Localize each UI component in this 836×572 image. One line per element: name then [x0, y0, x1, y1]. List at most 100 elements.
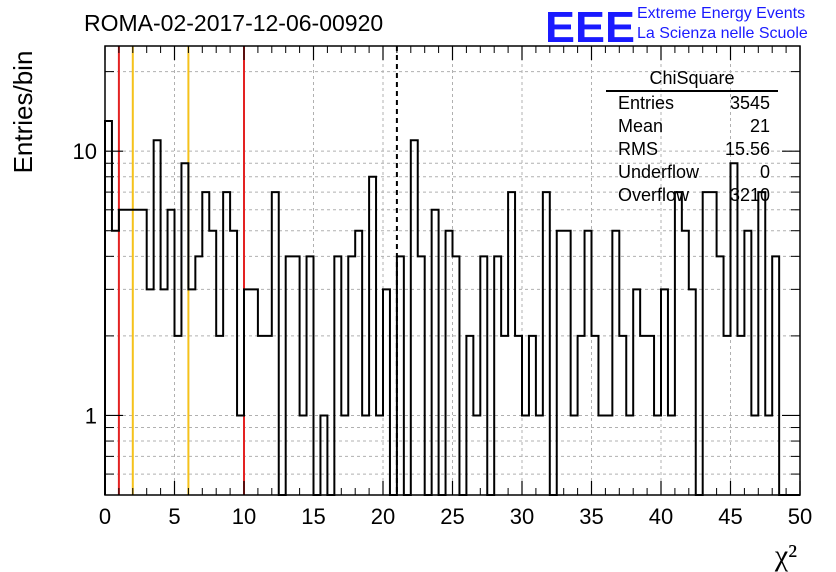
grid-layer	[105, 46, 800, 495]
stats-row-overflow: Overflow 3210	[606, 184, 778, 207]
histogram-bin	[286, 256, 293, 495]
histogram-bin	[772, 256, 779, 495]
histogram-bin	[237, 415, 244, 495]
histogram-bin	[522, 415, 529, 495]
histogram-bin	[411, 140, 418, 495]
histogram-bin	[689, 289, 696, 495]
histogram-bin	[397, 256, 404, 495]
histogram-bin	[598, 415, 605, 495]
histogram-bin	[612, 231, 619, 495]
histogram-bin	[758, 192, 765, 495]
histogram-bin	[293, 256, 300, 495]
histogram-bin	[112, 231, 119, 495]
x-tick-label: 10	[232, 504, 256, 529]
histogram-bin	[133, 210, 140, 495]
histogram-series	[104, 120, 800, 496]
histogram-bin	[272, 192, 279, 495]
histogram-bin	[564, 231, 571, 495]
histogram-bin	[647, 336, 654, 495]
histogram-bin	[536, 415, 543, 495]
stats-row-entries: Entries 3545	[606, 92, 778, 115]
histogram-bin	[446, 231, 453, 495]
run-title: ROMA-02-2017-12-06-00920	[84, 10, 384, 36]
histogram-bin	[209, 231, 216, 495]
stats-label: Overflow	[618, 185, 690, 205]
histogram-bin	[181, 163, 188, 495]
histogram-bin	[230, 231, 237, 495]
histogram-bin	[654, 415, 661, 495]
histogram-bin	[202, 192, 209, 495]
histogram-bin	[466, 336, 473, 495]
x-tick-label: 5	[168, 504, 180, 529]
histogram-bin	[731, 163, 738, 495]
eee-logo: EEE	[545, 4, 635, 46]
histogram-bin	[453, 256, 460, 495]
histogram-bin	[751, 415, 758, 495]
histogram-bin	[126, 210, 133, 495]
histogram-bin	[473, 415, 480, 495]
stats-value: 15.56	[724, 139, 770, 159]
histogram-bin	[418, 256, 425, 495]
histogram-bin	[223, 192, 230, 495]
histogram-bin	[188, 289, 195, 495]
x-axis-label: χ²	[774, 539, 797, 572]
histogram-bin	[724, 336, 731, 495]
histogram-bin	[571, 415, 578, 495]
histogram-bin	[362, 415, 369, 495]
stats-label: Mean	[618, 116, 664, 136]
stats-row-underflow: Underflow 0	[606, 161, 778, 184]
y-axis-label: Entries/bin	[8, 51, 38, 174]
y-tick-label: 1	[85, 403, 97, 428]
histogram-bin	[765, 415, 772, 495]
stats-row-mean: Mean 21	[606, 115, 778, 138]
tick-labels: 0 5 10 15 20 25 30 35 40 45 50 1 10	[73, 139, 813, 529]
histogram-bin	[508, 192, 515, 495]
stats-box: ChiSquare Entries 3545 Mean 21 RMS 15.56…	[606, 66, 778, 206]
stats-row-rms: RMS 15.56	[606, 138, 778, 161]
histogram-bin	[710, 192, 717, 495]
x-tick-label: 0	[99, 504, 111, 529]
brand-line-2: La Scienza nelle Scuole	[637, 25, 808, 42]
stats-label: RMS	[618, 139, 658, 159]
histogram-bin	[640, 336, 647, 495]
histogram-bin	[703, 192, 710, 495]
x-tick-label: 15	[301, 504, 325, 529]
histogram-bin	[605, 415, 612, 495]
histogram-bin	[265, 336, 272, 495]
histogram-bin	[585, 231, 592, 495]
x-tick-label: 50	[788, 504, 812, 529]
histogram-bin	[175, 336, 182, 495]
histogram-bin	[515, 336, 522, 495]
histogram-bin	[737, 336, 744, 495]
histogram-bin	[501, 336, 508, 495]
histogram-bin	[348, 256, 355, 495]
stats-value: 3210	[729, 185, 770, 205]
histogram-bin	[195, 256, 202, 495]
histogram-bin	[494, 256, 501, 495]
histogram-bin	[717, 256, 724, 495]
histogram-bin	[154, 140, 161, 495]
histogram-bin	[147, 289, 154, 495]
histogram-bin	[140, 210, 147, 495]
histogram-bin	[626, 415, 633, 495]
histogram-bin	[744, 231, 751, 495]
histogram-bin	[369, 177, 376, 495]
y-tick-label: 10	[73, 139, 97, 164]
axis-ticks	[104, 46, 801, 495]
brand-line-1: Extreme Energy Events	[637, 5, 806, 22]
histogram-bin	[376, 415, 383, 495]
x-tick-label: 35	[579, 504, 603, 529]
stats-label: Entries	[618, 93, 675, 113]
histogram-bin	[251, 289, 258, 495]
histogram-bin	[633, 289, 640, 495]
histogram-bin	[578, 336, 585, 495]
stats-label: Underflow	[618, 162, 700, 182]
histogram-bin	[529, 336, 536, 495]
histogram-bin	[383, 289, 390, 495]
histogram-bin	[557, 231, 564, 495]
histogram-bin	[592, 336, 599, 495]
stats-value: 0	[759, 162, 770, 182]
histogram-bin	[355, 231, 362, 495]
histogram-bin	[258, 336, 265, 495]
